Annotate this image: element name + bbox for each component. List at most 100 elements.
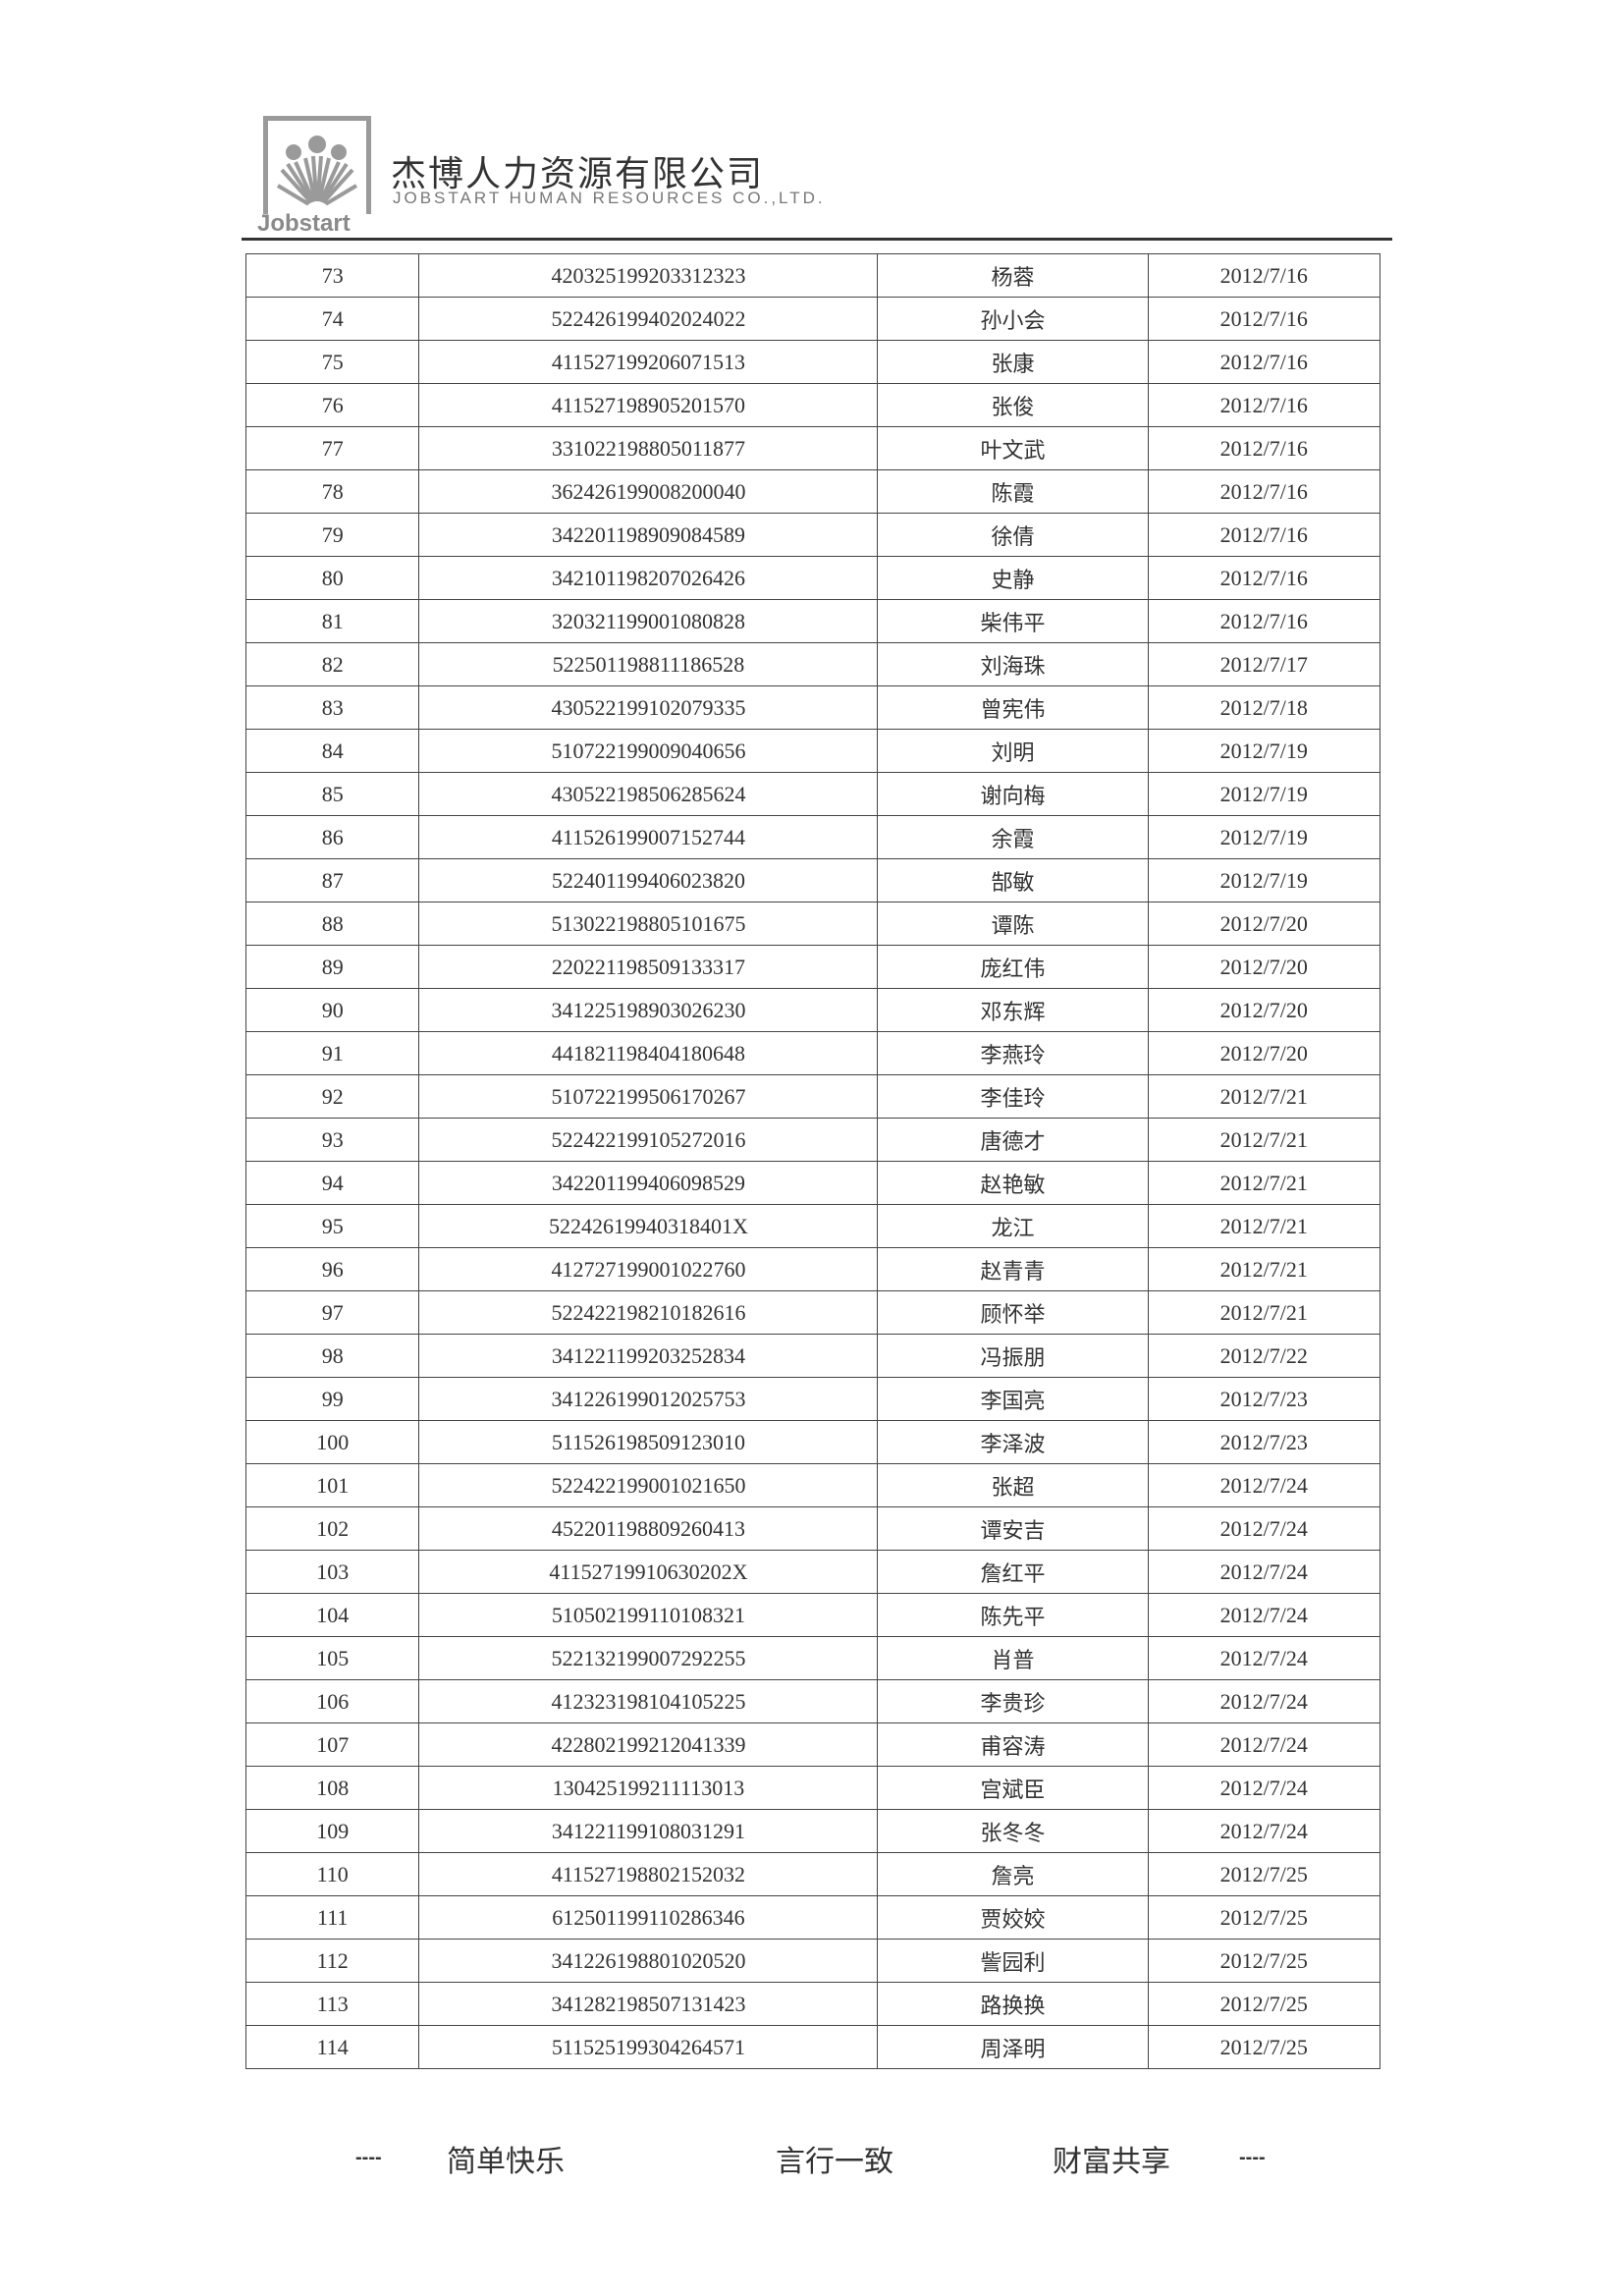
id-number: 420325199203312323 <box>418 253 879 298</box>
row-number: 82 <box>244 642 420 686</box>
row-number: 96 <box>244 1247 420 1291</box>
person-name: 郜敏 <box>877 858 1149 902</box>
id-number: 511526198509123010 <box>418 1420 879 1464</box>
table-row: 81 320321199001080828 柴伟平 2012/7/16 <box>244 599 1381 643</box>
row-number: 112 <box>244 1939 420 1983</box>
person-name: 谭安吉 <box>877 1506 1149 1551</box>
id-number: 430522198506285624 <box>418 772 879 816</box>
row-number: 81 <box>244 599 420 643</box>
company-logo <box>263 116 371 217</box>
date: 2012/7/20 <box>1147 945 1381 989</box>
date: 2012/7/19 <box>1147 815 1381 859</box>
date: 2012/7/22 <box>1147 1334 1381 1378</box>
row-number: 75 <box>244 340 420 384</box>
id-number: 412727199001022760 <box>418 1247 879 1291</box>
table-row: 78 362426199008200040 陈霞 2012/7/16 <box>244 469 1381 514</box>
person-name: 史静 <box>877 556 1149 600</box>
person-name: 李燕玲 <box>877 1031 1149 1075</box>
person-name: 孙小会 <box>877 297 1149 341</box>
person-name: 曾宪伟 <box>877 685 1149 730</box>
row-number: 95 <box>244 1204 420 1248</box>
date: 2012/7/25 <box>1147 1895 1381 1940</box>
id-number: 341226199012025753 <box>418 1377 879 1421</box>
person-name: 甫容涛 <box>877 1722 1149 1767</box>
id-number: 612501199110286346 <box>418 1895 879 1940</box>
person-name: 徐倩 <box>877 513 1149 557</box>
table-row: 104 510502199110108321 陈先平 2012/7/24 <box>244 1593 1381 1637</box>
date: 2012/7/24 <box>1147 1506 1381 1551</box>
person-name: 肖普 <box>877 1636 1149 1680</box>
date: 2012/7/20 <box>1147 902 1381 946</box>
row-number: 93 <box>244 1118 420 1162</box>
table-row: 82 522501198811186528 刘海珠 2012/7/17 <box>244 642 1381 686</box>
id-number: 522422198210182616 <box>418 1290 879 1335</box>
id-number: 320321199001080828 <box>418 599 879 643</box>
date: 2012/7/25 <box>1147 2025 1381 2069</box>
person-name: 刘海珠 <box>877 642 1149 686</box>
date: 2012/7/21 <box>1147 1247 1381 1291</box>
date: 2012/7/23 <box>1147 1377 1381 1421</box>
row-number: 108 <box>244 1766 420 1810</box>
id-number: 522132199007292255 <box>418 1636 879 1680</box>
table-row: 106 412323198104105225 李贵珍 2012/7/24 <box>244 1679 1381 1723</box>
id-number: 362426199008200040 <box>418 469 879 514</box>
date: 2012/7/24 <box>1147 1550 1381 1594</box>
person-name: 谭陈 <box>877 902 1149 946</box>
footer-motto-consistent: 言行一致 <box>776 2145 893 2179</box>
table-row: 107 422802199212041339 甫容涛 2012/7/24 <box>244 1722 1381 1767</box>
person-name: 李佳玲 <box>877 1074 1149 1119</box>
id-number: 342101198207026426 <box>418 556 879 600</box>
row-number: 101 <box>244 1463 420 1507</box>
date: 2012/7/21 <box>1147 1204 1381 1248</box>
person-name: 叶文武 <box>877 426 1149 470</box>
employee-table: 73 420325199203312323 杨蓉 2012/7/16 74 5224261… <box>244 253 1381 2069</box>
row-number: 98 <box>244 1334 420 1378</box>
date: 2012/7/16 <box>1147 513 1381 557</box>
row-number: 107 <box>244 1722 420 1767</box>
row-number: 113 <box>244 1982 420 2026</box>
person-name: 顾怀举 <box>877 1290 1149 1335</box>
row-number: 94 <box>244 1161 420 1205</box>
table-row: 103 41152719910630202X 詹红平 2012/7/24 <box>244 1550 1381 1594</box>
id-number: 41152719910630202X <box>418 1550 879 1594</box>
table-row: 114 511525199304264571 周泽明 2012/7/25 <box>244 2025 1381 2069</box>
person-name: 张冬冬 <box>877 1809 1149 1853</box>
person-name: 李贵珍 <box>877 1679 1149 1723</box>
person-name: 冯振朋 <box>877 1334 1149 1378</box>
table-row: 77 331022198805011877 叶文武 2012/7/16 <box>244 426 1381 470</box>
footer-motto-share-wealth: 财富共享 <box>1053 2145 1170 2179</box>
table-row: 73 420325199203312323 杨蓉 2012/7/16 <box>244 253 1381 298</box>
id-number: 331022198805011877 <box>418 426 879 470</box>
table-row: 102 452201198809260413 谭安吉 2012/7/24 <box>244 1506 1381 1551</box>
date: 2012/7/24 <box>1147 1679 1381 1723</box>
date: 2012/7/25 <box>1147 1982 1381 2026</box>
id-number: 220221198509133317 <box>418 945 879 989</box>
person-name: 邓东辉 <box>877 988 1149 1032</box>
table-row: 112 341226198801020520 訾园利 2012/7/25 <box>244 1939 1381 1983</box>
row-number: 114 <box>244 2025 420 2069</box>
id-number: 342201199406098529 <box>418 1161 879 1205</box>
table-row: 93 522422199105272016 唐德才 2012/7/21 <box>244 1118 1381 1162</box>
person-name: 柴伟平 <box>877 599 1149 643</box>
row-number: 89 <box>244 945 420 989</box>
table-row: 76 411527198905201570 张俊 2012/7/16 <box>244 383 1381 427</box>
date: 2012/7/24 <box>1147 1766 1381 1810</box>
person-name: 陈先平 <box>877 1593 1149 1637</box>
row-number: 85 <box>244 772 420 816</box>
row-number: 90 <box>244 988 420 1032</box>
date: 2012/7/25 <box>1147 1939 1381 1983</box>
row-number: 79 <box>244 513 420 557</box>
id-number: 412323198104105225 <box>418 1679 879 1723</box>
date: 2012/7/19 <box>1147 729 1381 773</box>
table-row: 98 341221199203252834 冯振朋 2012/7/22 <box>244 1334 1381 1378</box>
id-number: 52242619940318401X <box>418 1204 879 1248</box>
date: 2012/7/16 <box>1147 469 1381 514</box>
date: 2012/7/19 <box>1147 772 1381 816</box>
row-number: 88 <box>244 902 420 946</box>
footer-dash-right: ---- <box>1239 2147 1266 2168</box>
row-number: 104 <box>244 1593 420 1637</box>
footer-motto-simple-happy: 简单快乐 <box>447 2145 565 2179</box>
id-number: 522426199402024022 <box>418 297 879 341</box>
row-number: 106 <box>244 1679 420 1723</box>
date: 2012/7/16 <box>1147 340 1381 384</box>
